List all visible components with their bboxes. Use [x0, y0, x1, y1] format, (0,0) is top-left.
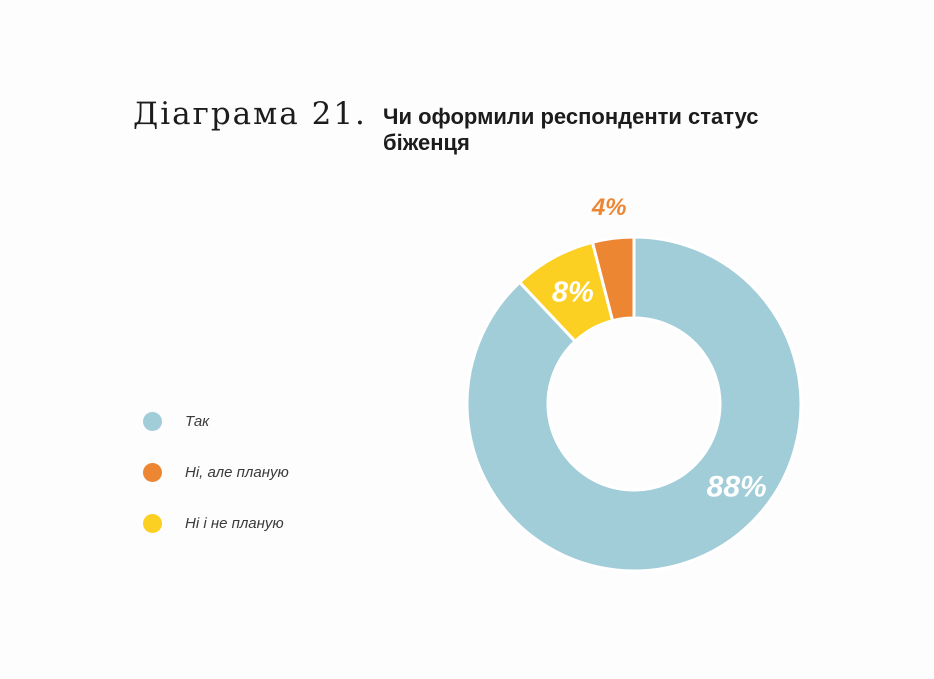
- data-label-2: 8%: [552, 277, 594, 309]
- legend-label: Ні, але планую: [185, 463, 289, 481]
- chart-heading: Діаграма 21. Чи оформили респонденти ста…: [133, 96, 853, 166]
- data-label-0: 88%: [707, 470, 767, 503]
- legend-dot-icon: [143, 411, 162, 431]
- legend-label: Так: [185, 412, 210, 430]
- legend-item-ni-ale-planuyu: Ні, але планую: [143, 460, 403, 484]
- legend-item-tak: Так: [143, 409, 403, 433]
- legend-dot-icon: [143, 462, 162, 482]
- legend: Так Ні, але планую Ні і не планую: [143, 409, 403, 562]
- legend-item-ni-i-ne-planuyu: Ні і не планую: [143, 511, 403, 535]
- legend-dot-icon: [143, 513, 162, 533]
- legend-label: Ні і не планую: [185, 514, 284, 532]
- chart-title: Чи оформили респонденти статус біженця: [383, 104, 759, 155]
- diagram-number: Діаграма 21.: [133, 96, 367, 132]
- donut-slice-1: [590, 235, 636, 323]
- data-label-1: 4%: [591, 194, 627, 221]
- donut-slice-0: [465, 235, 803, 573]
